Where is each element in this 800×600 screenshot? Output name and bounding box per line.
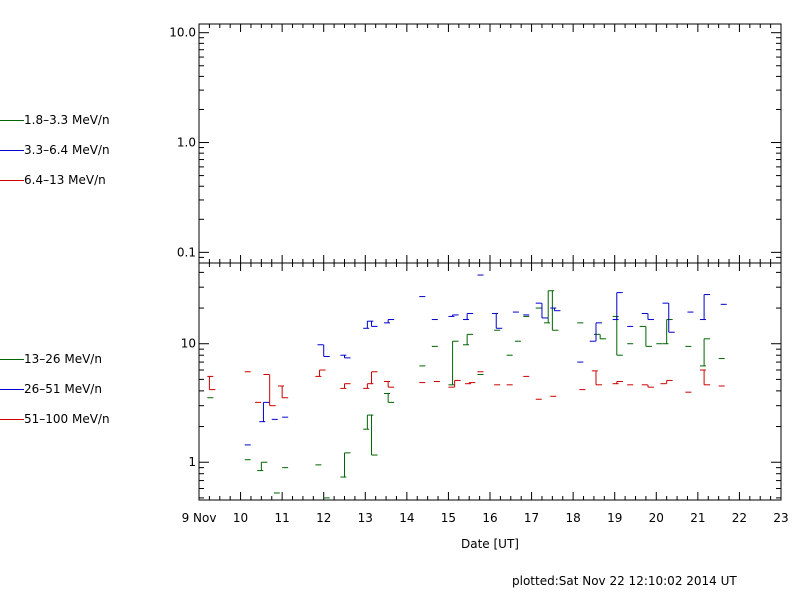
lower-panel: 1 10 (181, 262, 782, 501)
legend-lower-series-3: 51–100 MeV/n (0, 412, 170, 427)
x-tick-label: 12 (316, 511, 331, 525)
x-tick-label: 23 (773, 511, 788, 525)
legend-swatch (0, 150, 24, 151)
legend-upper-series-2: 3.3–6.4 MeV/n (0, 143, 170, 158)
x-tick-label: 22 (732, 511, 747, 525)
legend-label: 6.4–13 MeV/n (24, 173, 106, 187)
y-tick-label: 10.0 (169, 26, 196, 40)
x-tick-label: 10 (233, 511, 248, 525)
x-tick-label: 21 (690, 511, 705, 525)
x-axis: 9 Nov 10 11 12 13 14 15 16 17 18 19 20 21 22 23 (182, 511, 789, 525)
legend-swatch (0, 419, 24, 420)
x-tick-label: 11 (275, 511, 290, 525)
series-3 (207, 369, 725, 407)
y-tick-label: 10 (181, 337, 196, 351)
x-tick-label: 13 (358, 511, 373, 525)
panel-frame (198, 23, 782, 264)
legend-swatch (0, 389, 24, 390)
legend-label: 1.8–3.3 MeV/n (24, 113, 110, 127)
x-tick-label: 16 (482, 511, 497, 525)
x-axis-title: Date [UT] (461, 537, 519, 551)
x-tick-label: 18 (566, 511, 581, 525)
x-tick-label: 20 (649, 511, 664, 525)
legend-swatch (0, 180, 24, 181)
series-2 (244, 274, 727, 446)
legend-swatch (0, 120, 24, 121)
x-tick-label: 19 (607, 511, 622, 525)
legend-upper-series-3: 6.4–13 MeV/n (0, 173, 170, 188)
legend-lower-series-1: 13–26 MeV/n (0, 352, 170, 367)
x-tick-label: 9 Nov (182, 511, 217, 525)
y-tick-label: 1.0 (177, 136, 196, 150)
y-tick-label: 0.1 (177, 245, 196, 259)
legend-label: 26–51 MeV/n (24, 382, 102, 396)
x-tick-label: 15 (441, 511, 456, 525)
legend-label: 3.3–6.4 MeV/n (24, 143, 110, 157)
x-tick-label: 14 (399, 511, 414, 525)
series-1 (207, 290, 725, 499)
legend-lower-series-2: 26–51 MeV/n (0, 382, 170, 397)
legend-label: 51–100 MeV/n (24, 412, 110, 426)
x-tick-label: 17 (524, 511, 539, 525)
upper-panel: 0.1 1.0 10.0 (169, 23, 782, 264)
legend-upper-series-1: 1.8–3.3 MeV/n (0, 113, 170, 128)
legend-label: 13–26 MeV/n (24, 352, 102, 366)
panel-frame (198, 262, 782, 501)
y-tick-label: 1 (188, 455, 196, 469)
legend-swatch (0, 359, 24, 360)
plotted-timestamp: plotted:Sat Nov 22 12:10:02 2014 UT (512, 574, 737, 588)
